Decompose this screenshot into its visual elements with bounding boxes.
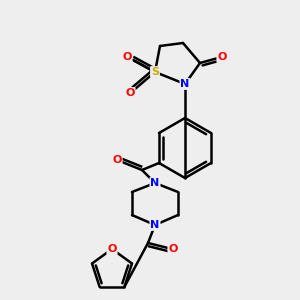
Text: N: N bbox=[180, 79, 190, 89]
Text: S: S bbox=[151, 67, 159, 77]
Text: O: O bbox=[107, 244, 117, 254]
Text: O: O bbox=[122, 52, 132, 62]
Text: O: O bbox=[112, 155, 122, 165]
Text: O: O bbox=[217, 52, 227, 62]
Text: N: N bbox=[150, 178, 160, 188]
Text: N: N bbox=[150, 220, 160, 230]
Text: O: O bbox=[168, 244, 178, 254]
Text: O: O bbox=[125, 88, 135, 98]
